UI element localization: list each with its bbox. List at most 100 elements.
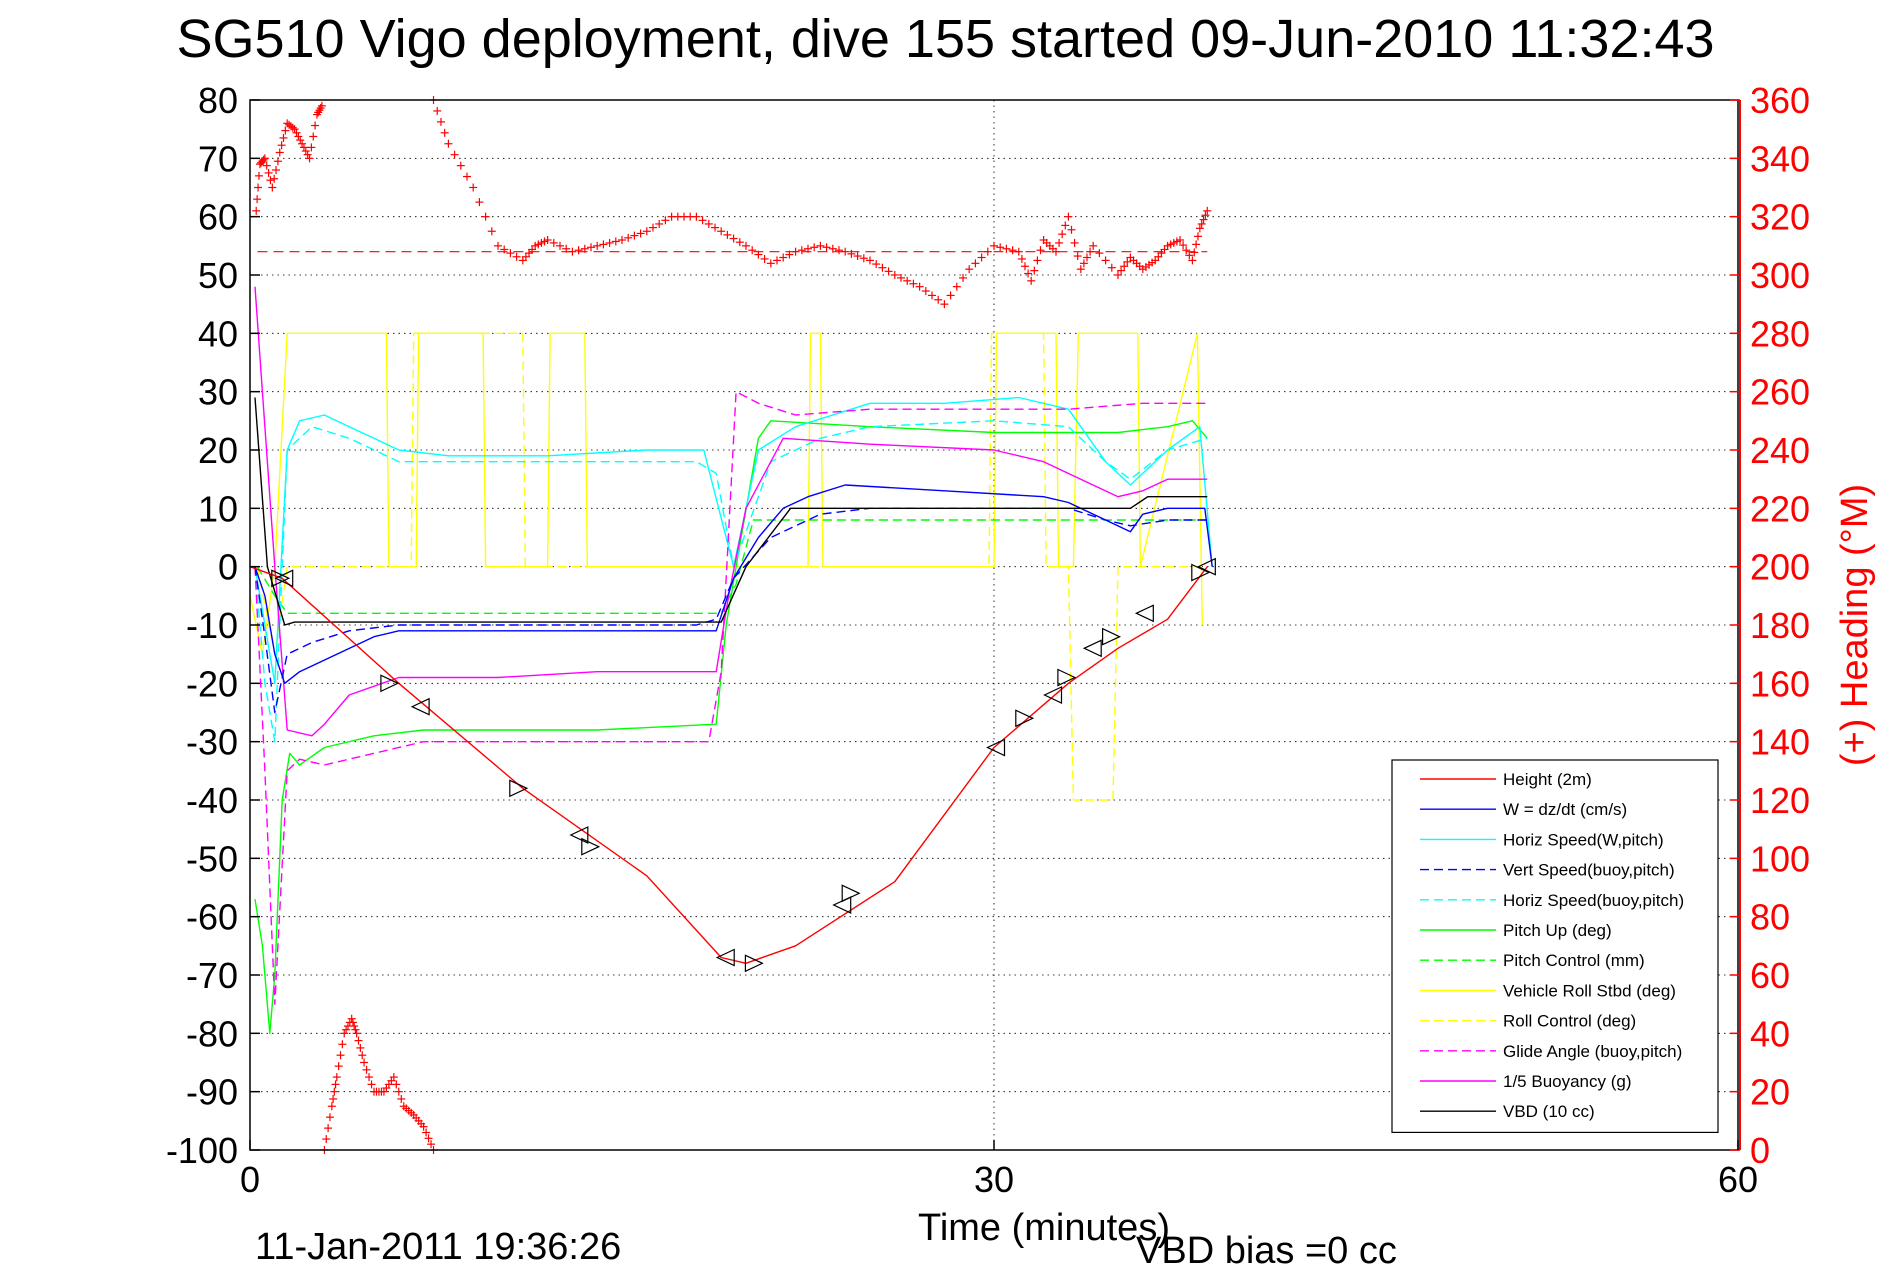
y2-tick-label: 80 <box>1750 897 1790 938</box>
heading-point <box>330 1087 339 1096</box>
heading-point <box>305 154 314 163</box>
heading-point <box>797 246 806 255</box>
heading-point <box>580 244 589 253</box>
heading-point <box>367 1080 376 1089</box>
heading-point <box>1114 271 1122 279</box>
heading-point <box>605 238 614 247</box>
heading-point <box>1036 246 1045 255</box>
heading-point <box>1193 232 1202 241</box>
heading-point <box>593 241 602 250</box>
heading-point <box>1120 262 1129 271</box>
heading-point <box>277 141 286 150</box>
y-tick-label: -100 <box>166 1130 238 1171</box>
heading-point <box>711 223 719 232</box>
heading-point <box>436 117 445 126</box>
y-tick-label: 0 <box>218 547 238 588</box>
heading-point <box>810 243 819 252</box>
vbd-bias-label: VBD bias =0 cc <box>1136 1230 1397 1272</box>
series-line-0 <box>249 566 1208 964</box>
heading-point <box>389 1073 398 1082</box>
heading-point <box>506 249 515 258</box>
heading-point <box>347 1014 356 1023</box>
heading-point <box>1190 248 1199 257</box>
y-tick-label: -70 <box>186 955 238 996</box>
heading-point <box>779 253 788 262</box>
y-tick-label: -60 <box>186 897 238 938</box>
heading-point <box>729 234 738 243</box>
event-marker <box>581 837 601 856</box>
heading-point <box>260 154 269 163</box>
series-line-1 <box>254 484 1213 684</box>
heading-point <box>884 267 893 276</box>
heading-point <box>878 263 887 272</box>
heading-point <box>336 1051 345 1060</box>
heading-point <box>742 241 750 250</box>
event-marker <box>271 569 291 588</box>
heading-point <box>841 247 850 256</box>
heading-point <box>307 143 316 152</box>
x-tick-label: 30 <box>974 1159 1014 1200</box>
heading-point <box>568 247 577 256</box>
heading-point <box>1197 219 1206 228</box>
legend-box <box>1391 759 1719 1133</box>
series-line-3 <box>254 507 1208 714</box>
heading-point <box>754 250 763 259</box>
heading-point <box>1014 247 1023 256</box>
heading-point <box>983 247 992 256</box>
y2-tick-label: 320 <box>1750 197 1810 238</box>
heading-point <box>928 291 936 300</box>
event-marker <box>1015 709 1035 728</box>
heading-point <box>1201 211 1210 220</box>
heading-point <box>331 1080 340 1089</box>
y-tick-label: 80 <box>198 80 238 121</box>
y-tick-label: -10 <box>186 605 238 646</box>
event-marker <box>1082 639 1102 658</box>
heading-point <box>872 260 881 269</box>
legend-entry-label: Horiz Speed(W,pitch) <box>1503 830 1664 849</box>
series-line-11 <box>254 397 1208 626</box>
heading-point <box>456 161 465 170</box>
heading-point <box>299 143 308 152</box>
heading-point <box>543 236 552 244</box>
legend-entry-label: Vert Speed(buoy,pitch) <box>1503 861 1675 880</box>
event-marker <box>274 569 294 588</box>
y2-tick-label: 20 <box>1750 1072 1790 1113</box>
series-line-5 <box>254 420 1208 1035</box>
heading-point <box>264 168 273 177</box>
series-line-4 <box>254 420 1208 743</box>
heading-point <box>303 150 312 159</box>
y2-tick-label: 0 <box>1750 1130 1770 1171</box>
heading-point <box>317 101 326 110</box>
bottom-axis: 0 30 60 <box>240 1140 1758 1200</box>
heading-point <box>1095 249 1104 258</box>
heading-point <box>290 125 299 134</box>
x-tick-label: 0 <box>240 1159 260 1200</box>
heading-point <box>1073 252 1082 261</box>
heading-point <box>350 1022 359 1031</box>
legend-entry-label: Pitch Up (deg) <box>1503 921 1612 940</box>
heading-point <box>804 244 812 253</box>
heading-point <box>556 241 564 250</box>
y2-tick-label: 100 <box>1750 838 1810 879</box>
heading-point <box>1083 253 1091 262</box>
heading-point <box>444 139 453 148</box>
heading-point <box>259 155 268 164</box>
legend: Height (2m) W = dz/dt (cm/s) Horiz Speed(W… <box>1391 759 1719 1133</box>
y2-tick-label: 300 <box>1750 255 1810 296</box>
heading-point <box>1033 256 1042 265</box>
legend-entry-label: Pitch Control (mm) <box>1503 951 1645 970</box>
heading-markers <box>252 96 1212 1154</box>
y2-tick-label: 160 <box>1750 663 1810 704</box>
heading-point <box>1058 230 1067 239</box>
heading-point <box>309 132 318 141</box>
heading-point <box>296 136 305 145</box>
legend-entry-label: Glide Angle (buoy,pitch) <box>1503 1042 1682 1061</box>
y2-tick-label: 180 <box>1750 605 1810 646</box>
y2-tick-label: 40 <box>1750 1013 1790 1054</box>
heading-point <box>866 256 874 265</box>
event-marker <box>1057 668 1077 687</box>
heading-point <box>940 300 949 309</box>
event-marker <box>841 884 861 903</box>
heading-point <box>266 176 275 185</box>
heading-point <box>611 237 620 246</box>
